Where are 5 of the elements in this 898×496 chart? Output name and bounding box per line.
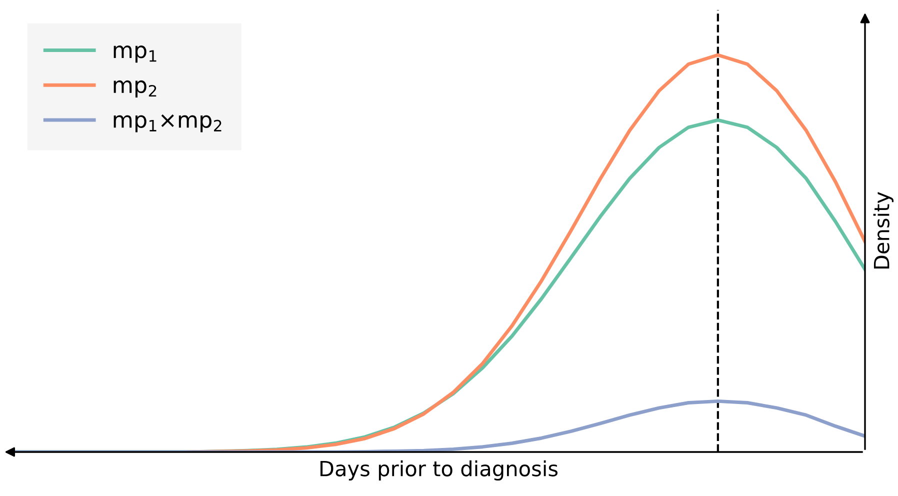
legend-label: mp$_{1}$×mp$_{2}$ bbox=[114, 114, 222, 132]
x-axis-title: Days prior to diagnosis bbox=[320, 460, 558, 480]
legend-label: mp$_{1}$ bbox=[114, 46, 156, 63]
y-axis-title: Density bbox=[873, 192, 894, 269]
legend-label: mp$_{2}$ bbox=[114, 80, 156, 98]
